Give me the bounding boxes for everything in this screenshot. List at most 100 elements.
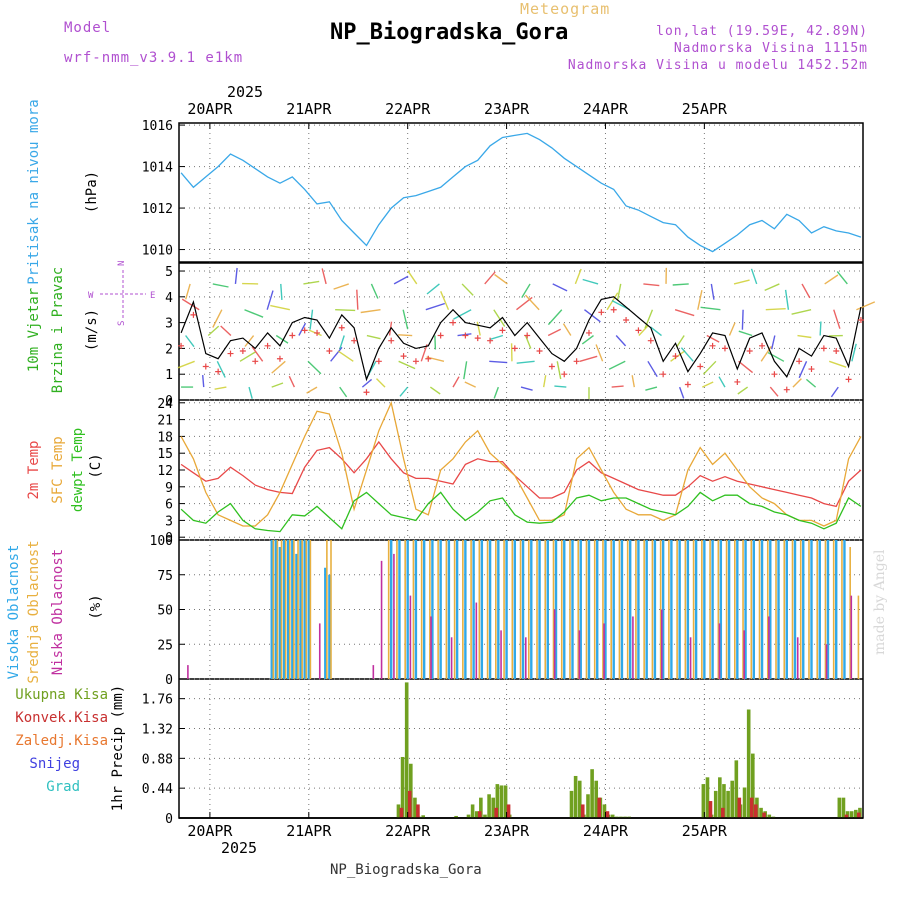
top-axis-date-label: 24APR <box>583 100 629 118</box>
wind-arrow <box>764 283 780 292</box>
wind-arrow <box>856 301 876 311</box>
wind-gust-marker <box>511 345 518 352</box>
total-precip-bar <box>569 790 574 818</box>
wind-unit-label: (m/s) <box>84 309 100 351</box>
wind-arrow <box>552 283 568 292</box>
total-precip-bar <box>594 780 599 818</box>
sfc-temp-line <box>180 400 862 527</box>
wind-arrow <box>489 334 504 341</box>
chart-subtitle: Meteogram <box>520 0 611 18</box>
wind-gust-marker <box>684 381 691 388</box>
bottom-axis-date-label: 20APR <box>187 822 233 840</box>
convective-precip-bar <box>844 814 849 818</box>
wind-arrow <box>595 344 604 362</box>
total-precip-bar <box>466 814 471 818</box>
convective-precip-bar <box>399 807 404 818</box>
wind-gust-marker <box>796 358 803 365</box>
wind-arrow <box>738 360 754 374</box>
wind-arrow <box>737 386 749 395</box>
high-cloud-axis-label: Visoka Oblacnost <box>6 545 22 680</box>
convective-precip-bar <box>721 807 725 818</box>
wind-arrow <box>339 386 348 398</box>
wind-arrow <box>361 378 373 388</box>
bottom-axis-date-label: 22APR <box>385 822 431 840</box>
wind-arrow <box>407 270 418 285</box>
total-precip-bar <box>491 797 496 818</box>
total-precip-bar <box>495 784 500 818</box>
total-precip-bar <box>454 815 458 818</box>
low-cloud-axis-label: Niska Oblacnost <box>50 549 66 675</box>
wind-arrow <box>579 355 598 362</box>
convective-precip-bar <box>407 790 412 818</box>
wind-arrow <box>239 351 256 362</box>
wind-arrow <box>248 386 253 399</box>
y-tick-label: 75 <box>157 569 173 584</box>
wind-gust-marker <box>845 376 852 383</box>
wind-arrow <box>741 309 744 330</box>
top-axis-date-label: 22APR <box>385 100 431 118</box>
wind-gust-marker <box>610 306 617 313</box>
wind-arrow <box>476 321 481 336</box>
total-precip-bar <box>759 807 763 818</box>
total-precip-bar <box>713 790 718 818</box>
wind-gust-marker <box>499 327 506 334</box>
wind-gust-marker <box>573 358 580 365</box>
wind-arrow <box>425 302 446 311</box>
wind-arrow <box>494 273 508 285</box>
wind-gust-marker <box>190 311 197 318</box>
wind-arrow <box>680 347 694 362</box>
wind-gust-marker <box>412 358 419 365</box>
temp-2m-axis-label: 2m Temp <box>26 440 42 499</box>
footer-station-name: NP_Biogradska_Gora <box>330 862 482 878</box>
y-tick-label: 0 <box>165 812 173 827</box>
total-precip-bar <box>413 797 417 818</box>
wind-arrow <box>828 360 847 368</box>
wind-gust-marker <box>437 332 444 339</box>
wind-arrow <box>554 385 567 388</box>
wind-arrow <box>207 325 220 337</box>
wind-arrow <box>556 361 562 380</box>
wind-gust-marker <box>264 342 271 349</box>
y-tick-label: 6 <box>165 498 173 513</box>
convective-precip-bar <box>737 797 742 818</box>
wind-arrow <box>177 360 195 369</box>
wind-arrow <box>771 335 776 350</box>
temp-unit-label: (C) <box>88 453 104 478</box>
y-tick-label: 1016 <box>142 119 173 134</box>
y-tick-label: 0 <box>165 673 173 688</box>
wind-key-north: N <box>117 261 127 266</box>
total-precip-bar <box>602 804 607 818</box>
wind-arrow <box>298 322 307 336</box>
wind-arrow <box>461 283 474 296</box>
wind-arrow <box>521 283 531 298</box>
convective-precip-bar <box>597 797 602 818</box>
wind-arrow <box>824 274 839 285</box>
wind-gust-marker <box>450 319 457 326</box>
wind-arrow <box>426 356 445 362</box>
y-tick-label: 25 <box>157 638 173 653</box>
wind-arrow <box>335 309 356 312</box>
wind-gust-marker <box>351 337 358 344</box>
wind-arrow <box>321 268 327 285</box>
total-precip-bar <box>503 785 508 818</box>
wind-gust-marker <box>388 337 395 344</box>
total-precip-bar <box>726 790 730 818</box>
wind-gust-marker <box>252 358 259 365</box>
wind-gust-marker <box>314 329 321 336</box>
total-precip-bar <box>746 709 751 818</box>
wind-gust-marker <box>697 363 704 370</box>
legend-convective-rain: Konvek.Kisa <box>15 710 108 726</box>
wind-arrow <box>697 290 703 310</box>
y-tick-label: 18 <box>157 430 173 445</box>
wind-arrow <box>434 335 437 350</box>
y-tick-label: 1014 <box>142 161 173 176</box>
wind-arrow <box>493 309 506 327</box>
wind-arrow <box>330 346 343 362</box>
wind-arrow <box>643 283 660 287</box>
wind-arrow <box>644 309 654 329</box>
dewpoint-line <box>180 491 862 533</box>
wind-arrow <box>185 283 191 300</box>
convective-precip-bar <box>580 804 585 818</box>
legend-snow: Snijeg <box>29 756 80 772</box>
total-precip-bar <box>841 797 846 818</box>
